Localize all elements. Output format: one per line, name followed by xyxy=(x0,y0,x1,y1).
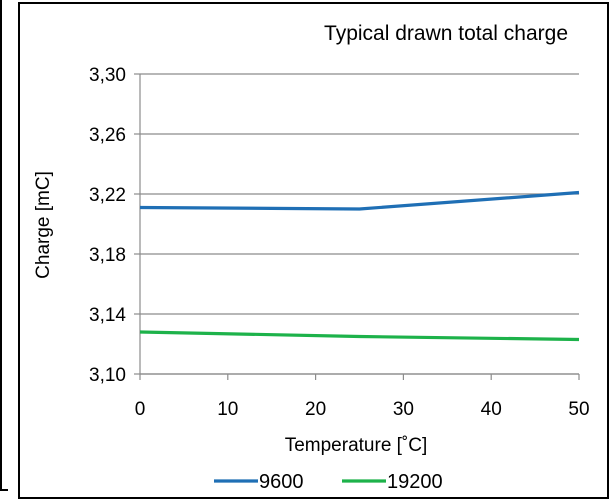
legend: 9600 19200 xyxy=(214,471,443,493)
x-tick-label: 50 xyxy=(568,399,589,420)
x-tick-label: 20 xyxy=(305,399,326,420)
legend-label-19200: 19200 xyxy=(387,471,443,493)
y-tick-labels: 3,10 3,14 3,18 3,22 3,26 3,30 xyxy=(89,65,126,386)
y-tick-label: 3,18 xyxy=(89,245,126,266)
chart-title: Typical drawn total charge xyxy=(324,22,568,45)
series-line-9600 xyxy=(139,190,580,211)
frame-left-corner xyxy=(0,489,8,491)
x-tick-label: 0 xyxy=(135,399,146,420)
y-tick-label: 3,22 xyxy=(89,185,126,206)
y-axis-label: Charge [mC] xyxy=(33,171,54,279)
series-lines xyxy=(139,190,580,342)
chart-frame xyxy=(18,2,609,499)
series-line-19200 xyxy=(139,330,580,342)
x-axis-label: Temperature [˚C] xyxy=(285,435,428,456)
x-tick-label: 30 xyxy=(393,399,414,420)
frame-left-border xyxy=(0,0,2,491)
y-tick-label: 3,10 xyxy=(89,365,126,386)
y-tick-label: 3,30 xyxy=(89,65,126,86)
gridlines xyxy=(134,73,580,380)
x-tick-label: 40 xyxy=(481,399,502,420)
y-tick-label: 3,14 xyxy=(89,305,126,326)
y-tick-label: 3,26 xyxy=(89,125,126,146)
x-tick-labels: 0 10 20 30 40 50 xyxy=(135,399,590,420)
legend-label-9600: 9600 xyxy=(259,471,304,493)
x-tick-label: 10 xyxy=(217,399,238,420)
